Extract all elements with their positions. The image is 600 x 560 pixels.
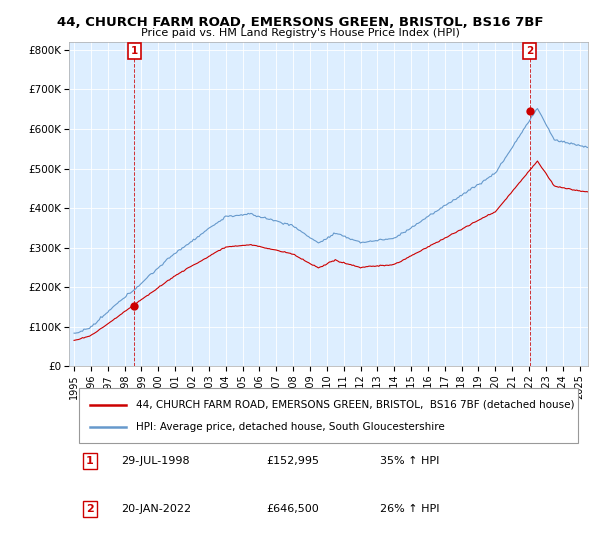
Text: 2: 2 [86,503,94,514]
Text: 1: 1 [131,46,138,56]
Text: Price paid vs. HM Land Registry's House Price Index (HPI): Price paid vs. HM Land Registry's House … [140,28,460,38]
Text: 26% ↑ HPI: 26% ↑ HPI [380,503,440,514]
Text: 20-JAN-2022: 20-JAN-2022 [121,503,191,514]
FancyBboxPatch shape [79,388,578,443]
Text: 35% ↑ HPI: 35% ↑ HPI [380,456,440,466]
Text: 44, CHURCH FARM ROAD, EMERSONS GREEN, BRISTOL,  BS16 7BF (detached house): 44, CHURCH FARM ROAD, EMERSONS GREEN, BR… [136,400,575,410]
Text: 44, CHURCH FARM ROAD, EMERSONS GREEN, BRISTOL, BS16 7BF: 44, CHURCH FARM ROAD, EMERSONS GREEN, BR… [57,16,543,29]
Text: 1: 1 [86,456,94,466]
Text: HPI: Average price, detached house, South Gloucestershire: HPI: Average price, detached house, Sout… [136,422,445,432]
Text: 2: 2 [526,46,533,56]
Text: £646,500: £646,500 [266,503,319,514]
Text: 29-JUL-1998: 29-JUL-1998 [121,456,190,466]
Text: £152,995: £152,995 [266,456,319,466]
